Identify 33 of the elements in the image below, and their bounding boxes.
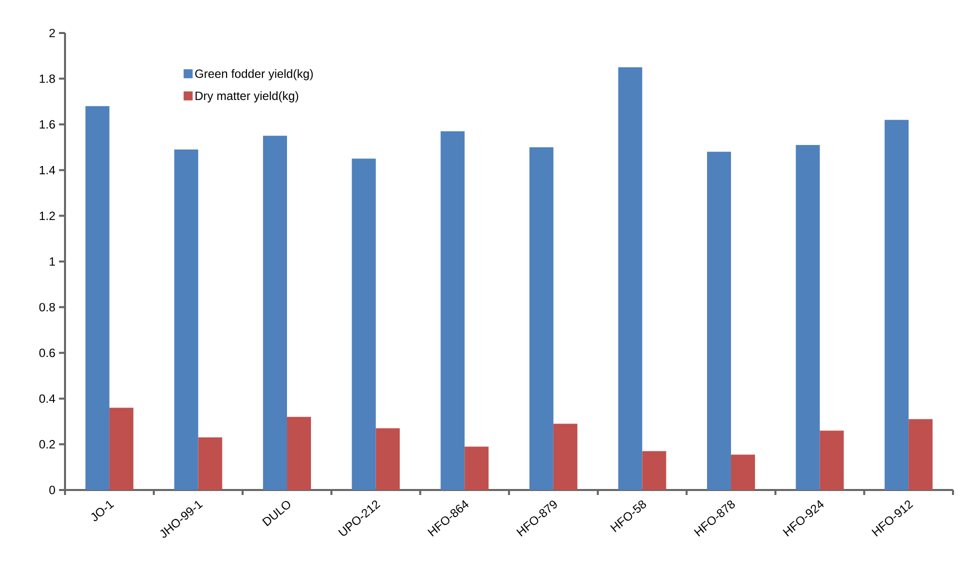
bar — [707, 152, 732, 490]
bar — [287, 416, 311, 490]
y-tick-label: 0.4 — [39, 394, 56, 403]
y-tick-label: 0 — [49, 486, 56, 494]
bar — [731, 454, 755, 490]
legend-label: Green fodder yield(kg) — [195, 69, 313, 80]
bar — [796, 144, 820, 490]
y-tick-label: 1.6 — [40, 120, 55, 129]
bar — [464, 446, 489, 490]
bar — [529, 147, 554, 490]
y-tick-label: 0.2 — [39, 440, 55, 449]
bar — [198, 437, 222, 490]
bar — [263, 136, 288, 490]
bar — [820, 430, 844, 490]
bar — [174, 150, 198, 490]
bar — [109, 408, 134, 490]
bar — [352, 158, 376, 490]
y-tick-label: 1.2 — [40, 212, 55, 220]
y-tick-label: 0.8 — [39, 302, 55, 312]
bar — [884, 120, 909, 490]
bar — [618, 67, 642, 490]
y-tick-label: 1.4 — [40, 166, 56, 174]
bar — [85, 106, 110, 490]
bar — [376, 428, 400, 490]
bar — [553, 424, 578, 490]
y-tick-label: 1 — [50, 257, 55, 266]
y-tick-label: 2 — [49, 28, 55, 38]
y-tick-label: 1.8 — [40, 74, 55, 83]
bar — [642, 451, 666, 490]
bar — [440, 131, 465, 490]
bar — [908, 419, 933, 490]
legend-label: Dry matter yield(kg) — [196, 91, 298, 102]
y-tick-label: 0.6 — [39, 348, 55, 358]
